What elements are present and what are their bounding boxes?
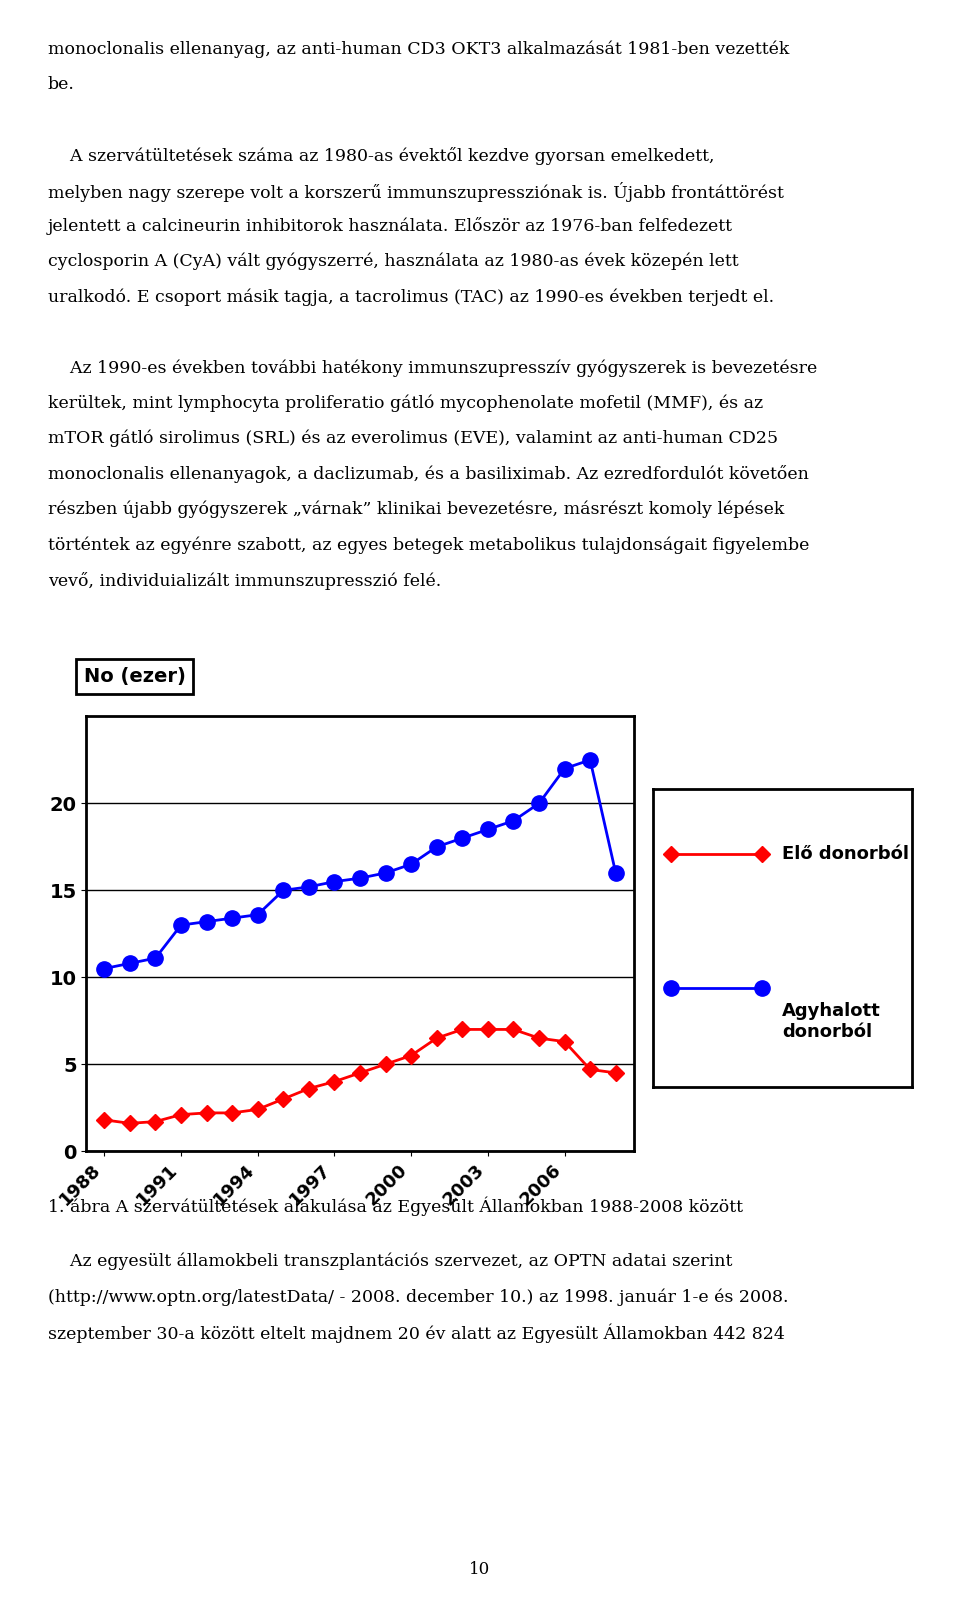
- Text: 10: 10: [469, 1560, 491, 1578]
- Text: részben újabb gyógyszerek „várnak” klinikai bevezetésre, másrészt komoly lépések: részben újabb gyógyszerek „várnak” klini…: [48, 501, 784, 518]
- Text: történtek az egyénre szabott, az egyes betegek metabolikus tulajdonságait figyel: történtek az egyénre szabott, az egyes b…: [48, 536, 809, 554]
- Text: be.: be.: [48, 76, 75, 93]
- Text: mTOR gátló sirolimus (SRL) és az everolimus (EVE), valamint az anti-human CD25: mTOR gátló sirolimus (SRL) és az everoli…: [48, 430, 779, 448]
- Text: kerültek, mint lymphocyta proliferatio gátló mycophenolate mofetil (MMF), és az: kerültek, mint lymphocyta proliferatio g…: [48, 394, 763, 412]
- Text: uralkodó. E csoport másik tagja, a tacrolimus (TAC) az 1990-es években terjedt e: uralkodó. E csoport másik tagja, a tacro…: [48, 288, 774, 306]
- Text: cyclosporin A (CyA) vált gyógyszerré, használata az 1980-as évek közepén lett: cyclosporin A (CyA) vált gyógyszerré, ha…: [48, 253, 738, 270]
- Text: No (ezer): No (ezer): [84, 667, 185, 686]
- Text: Elő donorból: Elő donorból: [782, 845, 909, 863]
- Text: Az 1990-es években további hatékony immunszupresszív gyógyszerek is bevezetésre: Az 1990-es években további hatékony immu…: [48, 359, 817, 377]
- Text: monoclonalis ellenanyag, az anti-human CD3 OKT3 alkalmazását 1981-ben vezették: monoclonalis ellenanyag, az anti-human C…: [48, 40, 789, 58]
- Text: (http://www.optn.org/latestData/ - 2008. december 10.) az 1998. január 1-e és 20: (http://www.optn.org/latestData/ - 2008.…: [48, 1288, 788, 1306]
- Text: A szervátültetések száma az 1980-as évektől kezdve gyorsan emelkedett,: A szervátültetések száma az 1980-as évek…: [48, 147, 714, 164]
- Text: Az egyesült államokbeli transzplantációs szervezet, az OPTN adatai szerint: Az egyesült államokbeli transzplantációs…: [48, 1253, 732, 1270]
- Text: szeptember 30-a között eltelt majdnem 20 év alatt az Egyesült Államokban 442 824: szeptember 30-a között eltelt majdnem 20…: [48, 1323, 785, 1343]
- Text: Agyhalott
donorból: Agyhalott donorból: [782, 1001, 881, 1040]
- Text: monoclonalis ellenanyagok, a daclizumab, és a basiliximab. Az ezredfordulót köve: monoclonalis ellenanyagok, a daclizumab,…: [48, 465, 809, 483]
- Text: 1. ábra A szervátültetések alakulása az Egyesült Államokban 1988-2008 között: 1. ábra A szervátültetések alakulása az …: [48, 1196, 743, 1216]
- Text: melyben nagy szerepe volt a korszerű immunszupressziónak is. Újabb frontáttörést: melyben nagy szerepe volt a korszerű imm…: [48, 182, 784, 201]
- Text: jelentett a calcineurin inhibitorok használata. Először az 1976-ban felfedezett: jelentett a calcineurin inhibitorok hasz…: [48, 217, 733, 235]
- Text: vevő, individuializált immunszupresszió felé.: vevő, individuializált immunszupresszió …: [48, 572, 442, 589]
